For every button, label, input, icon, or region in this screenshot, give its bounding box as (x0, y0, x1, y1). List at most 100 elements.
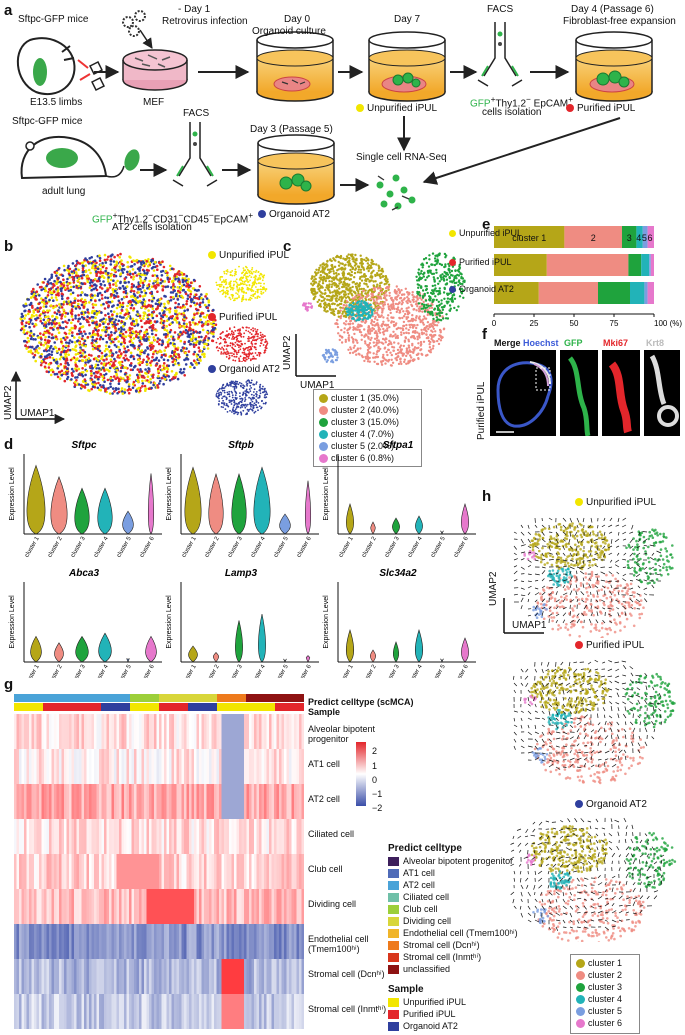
violin-ylabel: Expression Level (9, 467, 16, 521)
scale-neg2: −2 (372, 803, 383, 813)
violin-shape (30, 635, 42, 663)
umap-c-y-label: UMAP2 (282, 335, 293, 370)
adult-lung-label: adult lung (42, 186, 86, 197)
stacked-bar-label: 3 (627, 233, 632, 243)
h-legend-label: cluster 4 (588, 994, 623, 1004)
panel-label-b: b (4, 238, 14, 255)
stacked-bar-segment (647, 226, 654, 248)
stacked-bar-segment (598, 282, 630, 304)
h-legend-item: cluster 4 (576, 994, 623, 1005)
violin-xtick: cluster 3 (384, 663, 401, 678)
facs-tube-1-icon (477, 22, 523, 87)
cluster-legend-label: cluster 6 (0.8%) (331, 453, 395, 463)
violin-shape (235, 620, 243, 663)
minus1-label: - Day 1 (178, 4, 211, 15)
mouse2-label: Sftpc-GFP mice (12, 116, 83, 127)
stacked-bar-segment (649, 254, 651, 276)
cluster-legend-label: cluster 4 (7.0%) (331, 429, 395, 439)
dish-day7-icon (368, 31, 446, 102)
violin-title: Abca3 (68, 568, 99, 579)
violin-shape (148, 473, 154, 535)
violin-shape (188, 645, 198, 663)
violin-shape (370, 649, 376, 663)
velocity-purified (512, 659, 676, 785)
violin-shape (54, 642, 64, 663)
h-legend-swatch (576, 1019, 585, 1029)
violin-ylabel: Expression Level (323, 595, 330, 649)
panel-label-h: h (482, 488, 492, 505)
panel-label-e: e (482, 216, 491, 233)
violin-shape (122, 510, 134, 535)
violin-title: Slc34a2 (379, 568, 417, 579)
violin-xtick: cluster 1 (181, 663, 198, 678)
day0-label: Day 0 (284, 14, 311, 25)
celltype-swatch (388, 953, 399, 963)
h-legend-label: cluster 1 (588, 958, 623, 968)
violin-shape (213, 651, 219, 663)
day4-label: Day 4 (Passage 6) (571, 4, 654, 15)
violin-xtick: cluster 5 (430, 663, 447, 678)
g-top1-label: Predict celltype (scMCA) (308, 697, 414, 707)
stacked-bar-tick: 25 (530, 319, 539, 328)
violin-xtick: cluster 5 (116, 663, 133, 678)
celltype-legend-item: Ciliated cell (388, 892, 449, 903)
h-legend-label: cluster 6 (588, 1018, 623, 1028)
violin-ylabel: Expression Level (166, 595, 173, 649)
violin-xtick: cluster 4 (250, 535, 267, 558)
dish-day0-icon (256, 31, 334, 102)
violin-xtick: cluster 4 (250, 663, 267, 678)
stacked-bar-label: 2 (591, 233, 596, 243)
violin-xtick: cluster 2 (204, 535, 221, 558)
sample-swatch (388, 1022, 399, 1032)
celltype-swatch (388, 941, 399, 951)
scale-1: 1 (372, 761, 378, 771)
violin-xtick: cluster 4 (93, 535, 110, 558)
f-merge-label: Merge Hoechst (494, 338, 559, 348)
h-legend-swatch (576, 971, 585, 981)
organoid-culture-label: Organoid culture (252, 26, 326, 37)
celltype-legend-item: Stromal cell (Inmtʰⁱ) (388, 952, 481, 963)
violin-xtick: cluster 1 (338, 535, 355, 558)
cluster-legend-box: cluster 1 (35.0%) cluster 2 (40.0%) cluste… (313, 389, 422, 467)
violin-shape (184, 466, 202, 535)
violin-ylabel: Expression Level (323, 467, 330, 521)
panel-label-g: g (4, 676, 14, 693)
e-row-organoid: Organoid AT2 (449, 284, 514, 294)
violin-xtick: cluster 2 (361, 535, 378, 558)
violin-shape (346, 628, 354, 663)
violin-title: Sftpc (72, 440, 97, 451)
scale-neg1: −1 (372, 789, 383, 799)
violin-xtick: cluster 6 (453, 663, 470, 678)
facs-tube-2-icon (172, 122, 218, 187)
violin-title: Lamp3 (225, 568, 258, 579)
cluster-swatch (319, 418, 328, 428)
violin-xtick: cluster 2 (47, 663, 64, 678)
f-krt8-label: Krt8 (646, 338, 665, 348)
violin-shape (415, 515, 423, 535)
celltype-legend-item: AT2 cell (388, 880, 435, 891)
celltype-legend-label: Stromal cell (Dcnʰⁱ) (403, 940, 480, 950)
violin-xtick: cluster 6 (453, 535, 470, 558)
stacked-bar-segment (644, 282, 648, 304)
violin-xtick: cluster 5 (273, 535, 290, 558)
violin-xtick: cluster 4 (93, 663, 110, 678)
violin-shape (97, 487, 113, 535)
celltype-legend-label: Club cell (403, 904, 438, 914)
celltype-swatch (388, 881, 399, 891)
cluster-legend-label: cluster 2 (40.0%) (331, 405, 400, 415)
heatmap-row-label: Alveolar bipotent progenitor (308, 724, 376, 744)
violin-ylabel: Expression Level (9, 595, 16, 649)
g-top2-label: Sample (308, 707, 341, 717)
h-legend-swatch (576, 995, 585, 1005)
mef-label: MEF (143, 97, 165, 108)
h-y-label: UMAP2 (488, 571, 499, 606)
celltype-legend-label: AT2 cell (403, 880, 435, 890)
stacked-bar-segment (546, 254, 629, 276)
f-mki67-label: Mki67 (603, 338, 629, 348)
legend-b-unpurified: Unpurified iPUL (208, 250, 289, 261)
violin-shape (74, 487, 90, 535)
stacked-bar-segment (636, 226, 643, 248)
cluster-swatch (319, 454, 328, 464)
dish-day3-icon (257, 134, 335, 205)
heatmap-row-label: Stromal cell (Dcnʰⁱ) (308, 969, 385, 979)
